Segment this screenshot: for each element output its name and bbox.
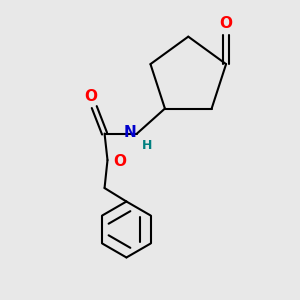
Text: O: O [84,88,97,104]
Text: H: H [142,139,153,152]
Text: O: O [220,16,232,31]
Text: O: O [113,154,126,169]
Text: N: N [123,125,136,140]
